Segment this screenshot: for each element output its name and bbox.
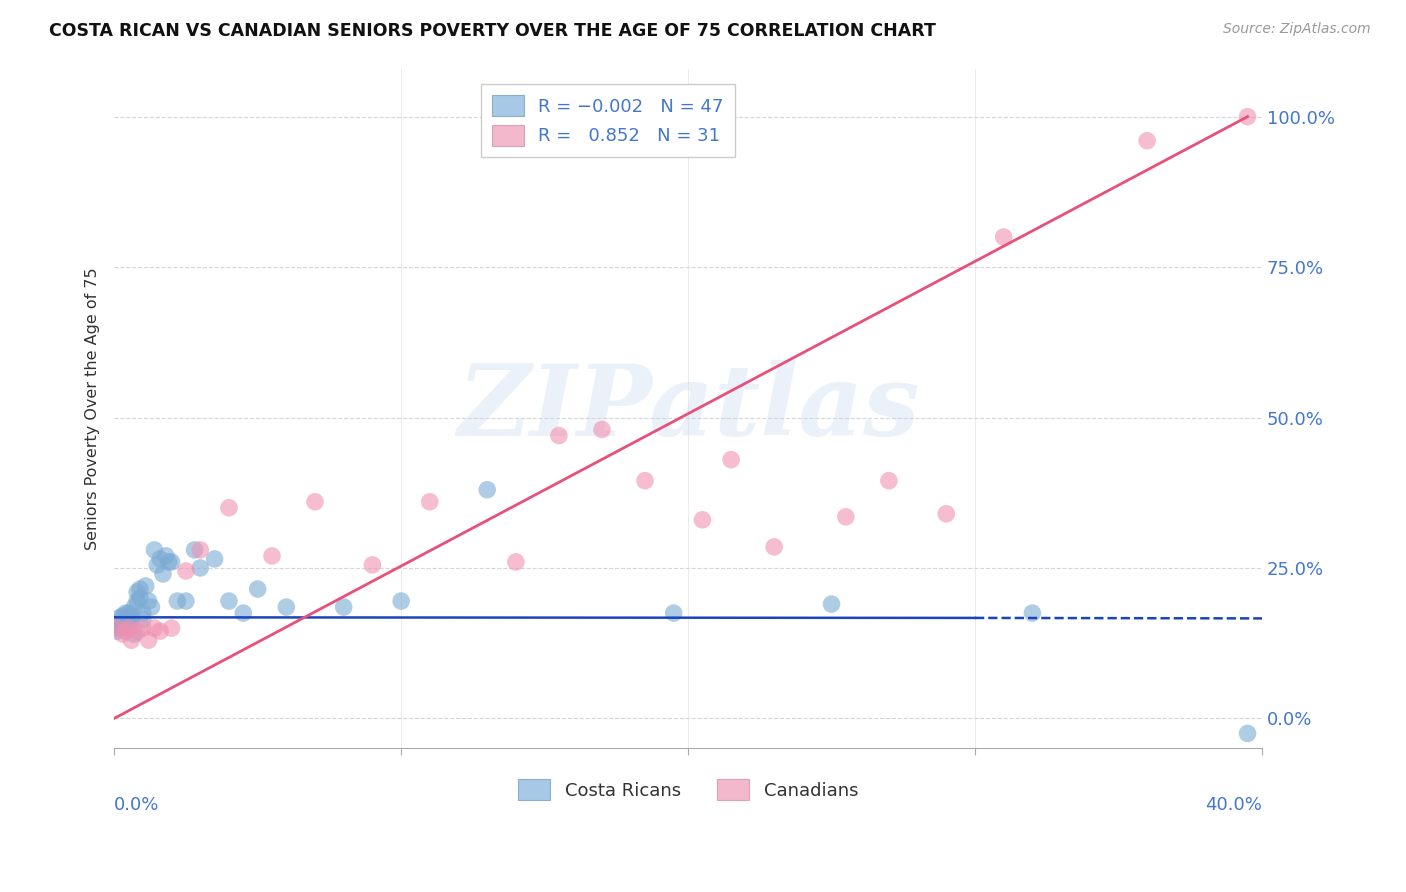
Point	[218, 500, 240, 515]
Point	[132, 621, 155, 635]
Point	[108, 615, 131, 629]
Point	[146, 558, 169, 572]
Point	[218, 594, 240, 608]
Point	[152, 566, 174, 581]
Point	[591, 423, 613, 437]
Point	[835, 509, 858, 524]
Point	[124, 600, 146, 615]
Point	[174, 564, 197, 578]
Point	[127, 594, 149, 608]
Point	[935, 507, 957, 521]
Point	[120, 609, 142, 624]
Text: COSTA RICAN VS CANADIAN SENIORS POVERTY OVER THE AGE OF 75 CORRELATION CHART: COSTA RICAN VS CANADIAN SENIORS POVERTY …	[49, 22, 936, 40]
Point	[143, 621, 166, 635]
Point	[820, 597, 842, 611]
Point	[174, 594, 197, 608]
Text: 40.0%: 40.0%	[1205, 796, 1263, 814]
Point	[877, 474, 900, 488]
Point	[117, 621, 139, 635]
Point	[132, 612, 155, 626]
Point	[183, 542, 205, 557]
Point	[419, 495, 441, 509]
Text: ZIPatlas: ZIPatlas	[457, 360, 920, 457]
Point	[276, 600, 298, 615]
Point	[157, 555, 180, 569]
Point	[763, 540, 786, 554]
Point	[662, 606, 685, 620]
Point	[105, 621, 128, 635]
Point	[117, 621, 139, 635]
Point	[634, 474, 657, 488]
Point	[155, 549, 177, 563]
Point	[117, 606, 139, 620]
Point	[129, 582, 152, 596]
Point	[108, 610, 131, 624]
Point	[105, 624, 128, 639]
Point	[160, 555, 183, 569]
Point	[108, 621, 131, 635]
Text: Source: ZipAtlas.com: Source: ZipAtlas.com	[1223, 22, 1371, 37]
Point	[204, 552, 226, 566]
Text: 0.0%: 0.0%	[114, 796, 159, 814]
Point	[114, 606, 136, 620]
Point	[232, 606, 254, 620]
Point	[114, 614, 136, 628]
Point	[332, 600, 354, 615]
Point	[160, 621, 183, 635]
Point	[129, 591, 152, 605]
Point	[111, 627, 134, 641]
Point	[127, 624, 149, 639]
Point	[141, 600, 163, 615]
Point	[138, 633, 160, 648]
Point	[111, 609, 134, 624]
Point	[1236, 110, 1258, 124]
Point	[124, 627, 146, 641]
Point	[111, 618, 134, 632]
Legend: Costa Ricans, Canadians: Costa Ricans, Canadians	[510, 772, 866, 807]
Point	[246, 582, 269, 596]
Point	[1236, 726, 1258, 740]
Point	[505, 555, 527, 569]
Point	[143, 542, 166, 557]
Point	[548, 428, 571, 442]
Point	[389, 594, 412, 608]
Point	[149, 624, 172, 639]
Point	[135, 579, 157, 593]
Point	[114, 624, 136, 639]
Point	[188, 542, 211, 557]
Point	[692, 513, 714, 527]
Point	[138, 594, 160, 608]
Point	[720, 452, 742, 467]
Point	[1136, 134, 1159, 148]
Point	[127, 585, 149, 599]
Y-axis label: Seniors Poverty Over the Age of 75: Seniors Poverty Over the Age of 75	[86, 268, 100, 549]
Point	[120, 612, 142, 626]
Point	[188, 561, 211, 575]
Point	[260, 549, 283, 563]
Point	[149, 552, 172, 566]
Point	[993, 230, 1015, 244]
Point	[132, 606, 155, 620]
Point	[361, 558, 384, 572]
Point	[120, 633, 142, 648]
Point	[1021, 606, 1043, 620]
Point	[166, 594, 188, 608]
Point	[105, 618, 128, 632]
Point	[304, 495, 326, 509]
Point	[477, 483, 499, 497]
